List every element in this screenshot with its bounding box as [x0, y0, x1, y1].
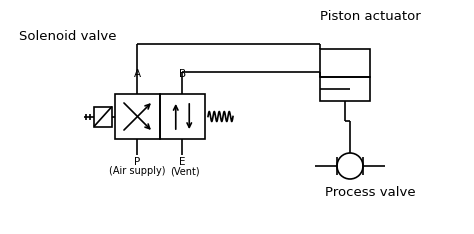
Text: Process valve: Process valve [325, 186, 415, 198]
Bar [320, 49, 370, 77]
Bar [160, 94, 205, 139]
Text: (Vent): (Vent) [170, 166, 199, 176]
Bar [320, 77, 370, 101]
Text: B: B [179, 69, 186, 79]
Text: P: P [134, 157, 141, 167]
Text: E: E [179, 157, 186, 167]
Bar [115, 94, 160, 139]
Text: A: A [134, 69, 141, 79]
Text: Solenoid valve: Solenoid valve [19, 29, 117, 43]
Bar [94, 106, 112, 127]
Text: Piston actuator: Piston actuator [319, 10, 420, 22]
Text: (Air supply): (Air supply) [109, 166, 166, 176]
